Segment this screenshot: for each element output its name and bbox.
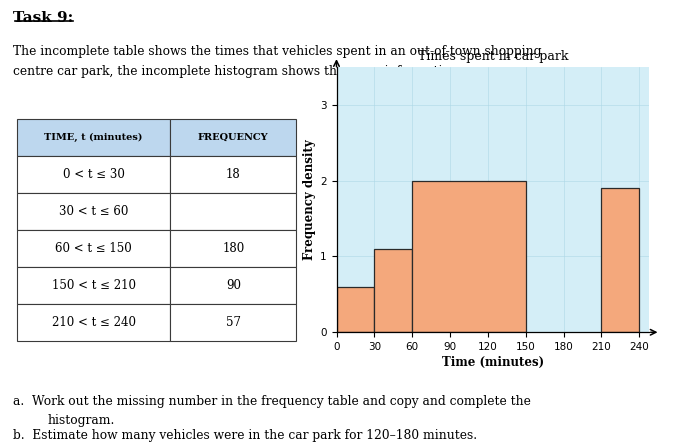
FancyBboxPatch shape <box>170 304 296 341</box>
Bar <box>336 287 374 332</box>
Text: histogram.: histogram. <box>47 414 114 427</box>
Text: 57: 57 <box>225 316 241 329</box>
Text: 60 < t ≤ 150: 60 < t ≤ 150 <box>55 242 132 255</box>
Text: 210 < t ≤ 240: 210 < t ≤ 240 <box>52 316 136 329</box>
FancyBboxPatch shape <box>17 119 170 156</box>
Text: FREQUENCY: FREQUENCY <box>198 133 269 142</box>
Text: TIME, t (minutes): TIME, t (minutes) <box>44 133 143 142</box>
FancyBboxPatch shape <box>170 193 296 230</box>
Text: 30 < t ≤ 60: 30 < t ≤ 60 <box>59 205 129 218</box>
X-axis label: Time (minutes): Time (minutes) <box>442 356 544 369</box>
FancyBboxPatch shape <box>170 230 296 267</box>
FancyBboxPatch shape <box>17 267 170 304</box>
Text: 0 < t ≤ 30: 0 < t ≤ 30 <box>63 168 125 181</box>
Text: 180: 180 <box>222 242 244 255</box>
Text: Task 9:: Task 9: <box>13 11 74 25</box>
FancyBboxPatch shape <box>170 267 296 304</box>
FancyBboxPatch shape <box>170 156 296 193</box>
Text: centre car park, the incomplete histogram shows the same information.: centre car park, the incomplete histogra… <box>13 65 462 78</box>
FancyBboxPatch shape <box>17 230 170 267</box>
FancyBboxPatch shape <box>17 156 170 193</box>
Text: The incomplete table shows the times that vehicles spent in an out-of-town shopp: The incomplete table shows the times tha… <box>13 45 542 58</box>
FancyBboxPatch shape <box>170 119 296 156</box>
Bar <box>602 188 639 332</box>
Text: 90: 90 <box>225 279 241 292</box>
Text: a.  Work out the missing number in the frequency table and copy and complete the: a. Work out the missing number in the fr… <box>13 395 532 408</box>
Text: b.  Estimate how many vehicles were in the car park for 120–180 minutes.: b. Estimate how many vehicles were in th… <box>13 429 478 442</box>
Title: Times spent in car park: Times spent in car park <box>418 50 568 63</box>
Bar <box>412 181 526 332</box>
FancyBboxPatch shape <box>17 193 170 230</box>
Bar <box>374 249 412 332</box>
Text: 18: 18 <box>226 168 241 181</box>
Y-axis label: Frequency density: Frequency density <box>303 139 316 260</box>
FancyBboxPatch shape <box>17 304 170 341</box>
Text: 150 < t ≤ 210: 150 < t ≤ 210 <box>52 279 136 292</box>
